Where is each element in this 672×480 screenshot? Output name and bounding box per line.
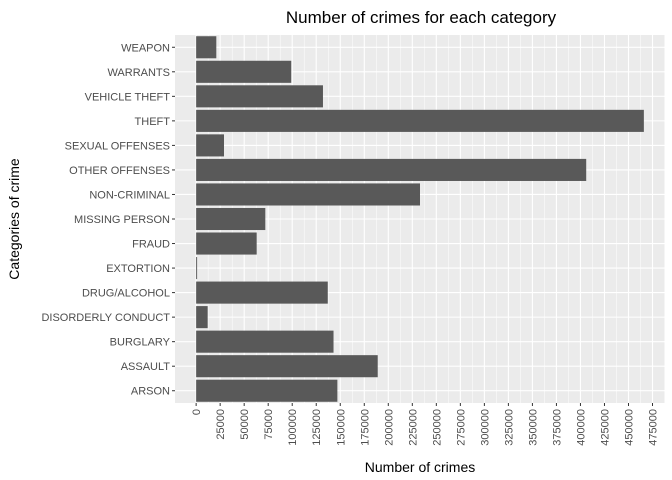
bar <box>196 232 257 255</box>
y-tick-label: WARRANTS <box>107 67 170 79</box>
bar <box>196 36 217 59</box>
x-axis-title: Number of crimes <box>365 459 475 475</box>
bar <box>196 379 338 402</box>
x-tick-label: 375000 <box>551 409 563 446</box>
x-tick-label: 225000 <box>407 409 419 446</box>
y-axis-title: Categories of crime <box>6 158 22 280</box>
bar <box>196 85 323 108</box>
bar <box>196 281 328 304</box>
x-tick-label: 75000 <box>263 409 275 440</box>
y-tick-label: BURGLARY <box>110 337 171 349</box>
x-tick-label: 450000 <box>623 409 635 446</box>
chart-title: Number of crimes for each category <box>286 8 557 27</box>
bar <box>196 330 334 353</box>
x-tick-label: 175000 <box>359 409 371 446</box>
bar <box>196 158 587 181</box>
x-tick-label: 425000 <box>599 409 611 446</box>
y-tick-label: NON-CRIMINAL <box>89 189 170 201</box>
x-tick-label: 250000 <box>431 409 443 446</box>
y-tick-label: OTHER OFFENSES <box>69 165 170 177</box>
y-tick-label: VEHICLE THEFT <box>85 91 171 103</box>
y-axis: ARSON ASSAULT BURGLARY DISORDERLY CONDUCT DR… <box>41 42 175 398</box>
y-tick-label: THEFT <box>135 116 171 128</box>
bars <box>196 36 644 402</box>
x-tick-label: 350000 <box>527 409 539 446</box>
x-tick-label: 300000 <box>479 409 491 446</box>
bar <box>196 60 292 83</box>
x-tick-label: 25000 <box>215 409 227 440</box>
x-tick-label: 0 <box>191 409 203 415</box>
bar <box>196 183 420 206</box>
y-tick-label: SEXUAL OFFENSES <box>65 140 170 152</box>
y-tick-label: WEAPON <box>121 42 170 54</box>
x-tick-label: 200000 <box>383 409 395 446</box>
x-tick-label: 275000 <box>455 409 467 446</box>
x-tick-label: 325000 <box>503 409 515 446</box>
x-tick-label: 125000 <box>311 409 323 446</box>
y-tick-label: MISSING PERSON <box>74 214 170 226</box>
y-tick-label: EXTORTION <box>106 263 170 275</box>
x-tick-label: 50000 <box>239 409 251 440</box>
y-tick-label: DISORDERLY CONDUCT <box>41 312 170 324</box>
x-tick-label: 475000 <box>648 409 660 446</box>
bar <box>196 257 198 280</box>
bar <box>196 134 224 157</box>
x-tick-label: 400000 <box>575 409 587 446</box>
x-axis: 0 25000 50000 75000 100000 125000 150000 175000… <box>191 403 660 446</box>
y-tick-label: FRAUD <box>132 239 170 251</box>
y-tick-label: DRUG/ALCOHOL <box>82 288 170 300</box>
x-tick-label: 150000 <box>335 409 347 446</box>
plot-panel <box>175 35 665 403</box>
bar <box>196 207 266 231</box>
y-tick-label: ARSON <box>131 386 170 398</box>
bar <box>196 109 644 132</box>
x-tick-label: 100000 <box>287 409 299 446</box>
bar <box>196 306 208 329</box>
y-tick-label: ASSAULT <box>121 361 171 373</box>
bar <box>196 355 378 378</box>
